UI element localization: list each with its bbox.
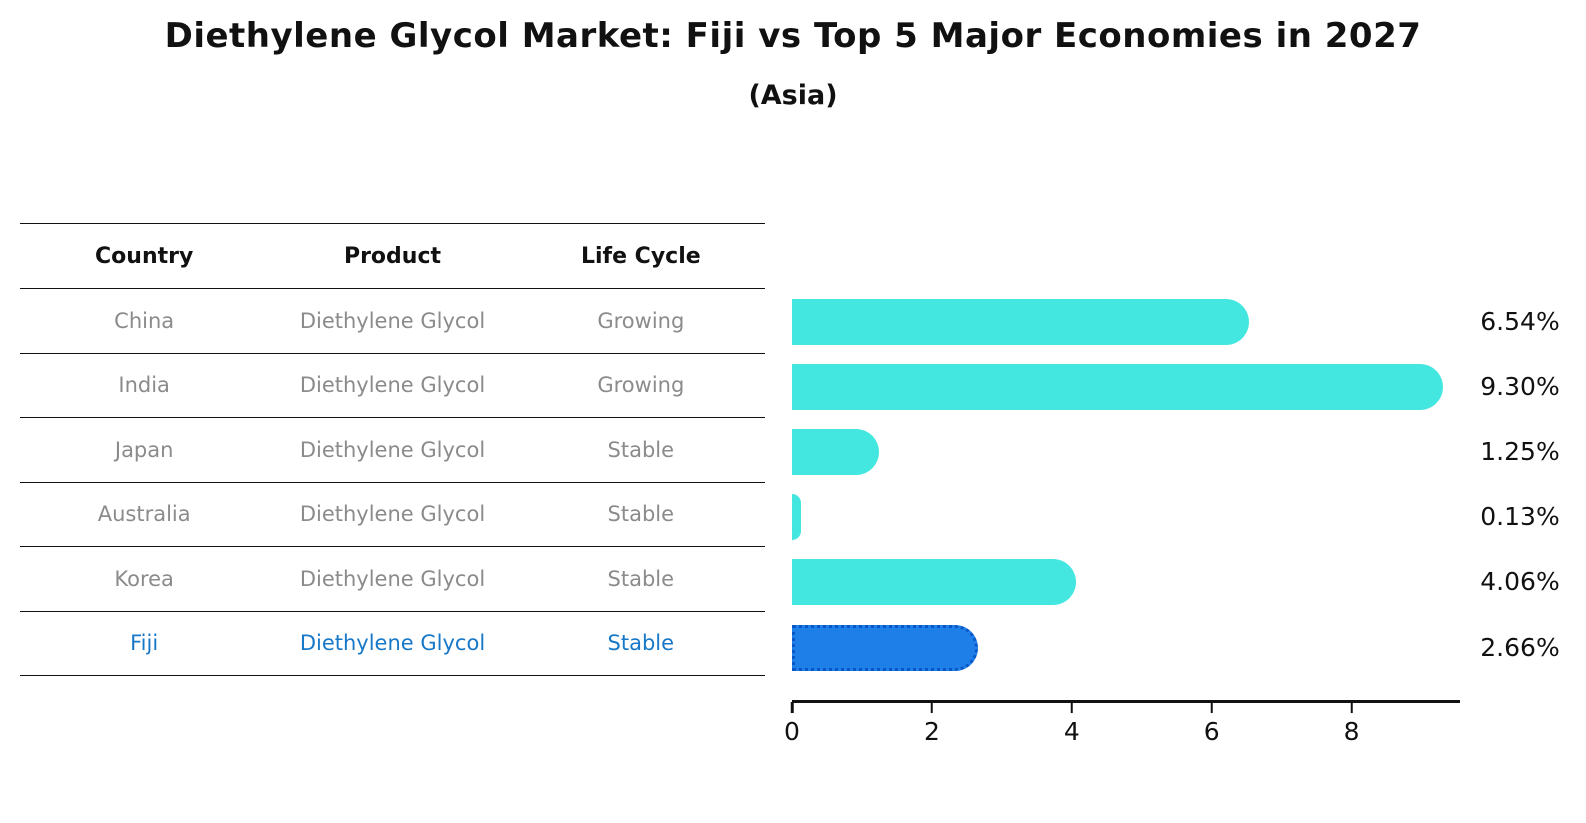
bar-value-label: 9.30% <box>1480 371 1560 401</box>
table-row: Japan Diethylene Glycol Stable <box>20 418 765 483</box>
x-axis-tick <box>930 702 934 713</box>
table-cell: Growing <box>597 308 685 333</box>
table-row: Fiji Diethylene Glycol Stable <box>20 612 765 676</box>
column-header-country: Country <box>95 243 194 269</box>
table-cell: Japan <box>114 437 174 462</box>
table-row: Korea Diethylene Glycol Stable <box>20 547 765 612</box>
bar-korea <box>792 559 1076 606</box>
table-cell: Stable <box>607 631 675 656</box>
table-row: India Diethylene Glycol Growing <box>20 354 765 418</box>
x-axis-tick-label: 2 <box>923 717 940 746</box>
table-cell: Stable <box>607 566 675 591</box>
bar-india <box>792 363 1443 410</box>
bar-value-label: 2.66% <box>1480 632 1560 662</box>
x-axis-tick <box>790 702 794 713</box>
chart-title: Diethylene Glycol Market: Fiji vs Top 5 … <box>164 16 1422 56</box>
table-cell: Diethylene Glycol <box>299 502 486 527</box>
x-axis-tick-label: 0 <box>784 717 800 746</box>
x-axis-tick <box>1210 702 1213 713</box>
column-header-life-cycle: Life Cycle <box>580 243 701 269</box>
table-cell: Diethylene Glycol <box>299 631 486 656</box>
bar-value-label: 0.13% <box>1480 502 1560 532</box>
bar-japan <box>792 428 880 475</box>
table-cell: China <box>114 308 175 333</box>
x-axis: 0 2 4 6 8 <box>784 700 1460 746</box>
table-row: China Diethylene Glycol Growing <box>20 289 765 354</box>
value-labels: 6.54% 9.30% 1.25% 0.13% 4.06% 2.66% <box>1468 223 1572 700</box>
table-cell: India <box>118 373 170 398</box>
bar-china <box>792 298 1250 345</box>
bar-plot <box>792 223 1460 700</box>
table-cell: Stable <box>607 502 675 527</box>
chart-subtitle: (Asia) <box>748 80 838 111</box>
x-axis-tick-label: 8 <box>1343 717 1360 746</box>
country-table: Country Product Life Cycle China Diethyle… <box>20 223 765 676</box>
table-cell: Diethylene Glycol <box>299 437 486 462</box>
x-axis-tick-label: 4 <box>1063 717 1080 746</box>
bar-australia <box>792 494 802 541</box>
bar-value-label: 4.06% <box>1480 567 1560 597</box>
table-row: Australia Diethylene Glycol Stable <box>20 483 765 547</box>
table-cell: Diethylene Glycol <box>299 373 486 398</box>
table-cell: Stable <box>607 437 675 462</box>
bar-value-label: 6.54% <box>1480 306 1560 336</box>
table-body: China Diethylene Glycol Growing India Diethy… <box>20 289 765 676</box>
x-axis-tick <box>1070 702 1074 713</box>
x-axis-tick <box>1350 702 1353 713</box>
table-cell: Diethylene Glycol <box>299 308 486 333</box>
bar-fiji <box>792 624 979 671</box>
table-cell: Growing <box>597 373 685 398</box>
x-axis-tick-label: 6 <box>1203 717 1220 746</box>
table-cell: Diethylene Glycol <box>299 566 486 591</box>
table-header-row: Country Product Life Cycle <box>20 224 765 289</box>
column-header-product: Product <box>343 243 442 269</box>
table-cell: Australia <box>97 502 191 527</box>
table-cell: Korea <box>114 566 174 591</box>
bar-value-label: 1.25% <box>1480 436 1560 466</box>
table-cell: Fiji <box>130 631 159 656</box>
